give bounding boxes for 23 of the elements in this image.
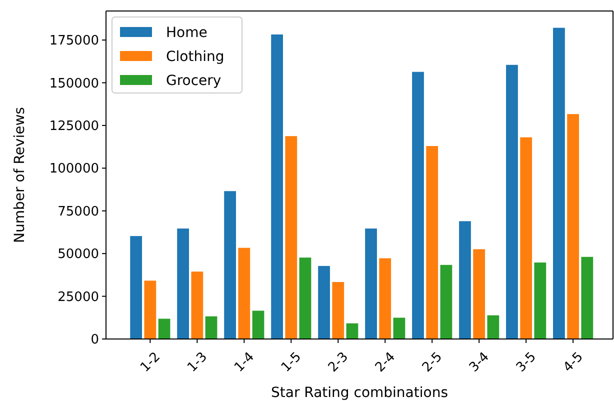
x-tick-label: 2-3 [326,350,352,376]
x-tick-label: 2-5 [420,350,446,376]
y-tick-label: 50000 [58,247,99,262]
legend-label: Grocery [166,72,222,89]
legend-label: Home [166,24,208,41]
y-tick-label: 75000 [58,204,99,220]
x-axis-title: Star Rating combinations [271,385,448,401]
x-tick-label: 1-3 [184,350,210,376]
legend-label: Clothing [166,48,224,65]
x-tick-label: 3-4 [466,350,492,376]
y-tick-label: 150000 [49,76,99,92]
y-axis-title: Number of Reviews [12,107,28,243]
x-tick-label: 1-5 [278,350,304,376]
x-tick-label: 3-5 [514,350,540,376]
y-tick-label: 175000 [49,34,99,49]
y-tick-label: 125000 [49,119,99,134]
x-tick-label: 4-5 [560,350,586,376]
x-tick-label: 1-4 [232,350,258,376]
y-tick-label: 0 [90,332,99,348]
y-tick-label: 100000 [49,162,99,177]
x-tick-label: 1-2 [138,350,164,376]
x-tick-label: 2-4 [372,350,398,376]
y-tick-label: 25000 [58,290,99,305]
